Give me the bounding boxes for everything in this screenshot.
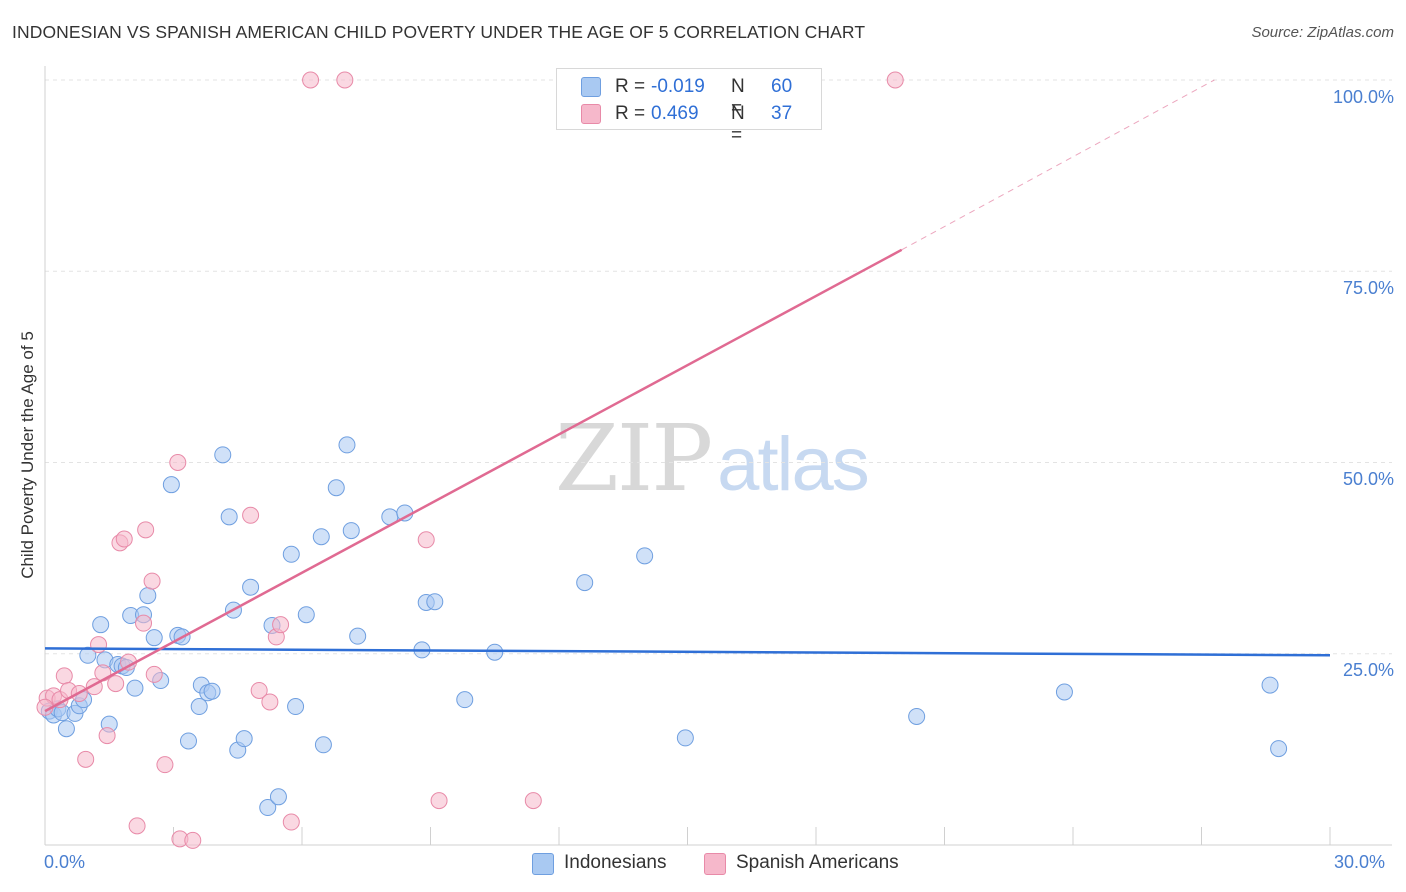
data-point [145, 665, 163, 683]
data-point [57, 720, 75, 738]
data-point [190, 698, 208, 716]
data-point [908, 707, 926, 725]
data-point [269, 788, 287, 806]
legend-n-value: 37 [771, 103, 793, 124]
data-point [179, 732, 197, 750]
data-point [886, 71, 904, 89]
legend-r-value: -0.019 [651, 76, 705, 97]
legend-r-label: R = [615, 103, 651, 124]
source-label: Source: ZipAtlas.com [1251, 24, 1394, 41]
data-point [77, 750, 95, 768]
data-point [1261, 676, 1279, 694]
data-point [456, 691, 474, 709]
data-point [342, 522, 360, 540]
data-point [214, 446, 232, 464]
data-point [169, 454, 187, 471]
y-tick-label: 50.0% [1342, 469, 1394, 489]
data-point [287, 698, 305, 716]
data-point [55, 667, 73, 685]
y-tick-label: 100.0% [1332, 87, 1394, 107]
data-point [92, 616, 110, 634]
y-tick-label: 75.0% [1342, 278, 1394, 298]
data-point [430, 792, 448, 810]
data-point [676, 729, 694, 747]
data-point [242, 578, 260, 596]
data-point [1270, 740, 1288, 758]
bottom-legend-swatch-blue [532, 853, 554, 875]
data-point [139, 587, 157, 605]
legend-n-label: N = [731, 103, 745, 146]
legend-r-value: 0.469 [651, 103, 699, 124]
zipatlas-watermark: ZIPatlas [555, 405, 870, 512]
data-point [327, 479, 345, 497]
correlation-legend: R = -0.019 N = 60 R = 0.469 N = 37 [556, 68, 822, 146]
data-point [90, 636, 108, 654]
data-points [36, 71, 1288, 849]
bottom-legend-swatch-pink [704, 853, 726, 875]
chart-title: INDONESIAN VS SPANISH AMERICAN CHILD POV… [12, 22, 866, 42]
data-point [162, 476, 180, 494]
trend-lines [44, 79, 1331, 713]
data-point [137, 521, 155, 539]
trend-line-extension [901, 79, 1215, 251]
y-axis-label: Child Poverty Under the Age of 5 [18, 331, 37, 579]
axes [44, 66, 1392, 846]
data-point [524, 792, 542, 810]
legend-swatch-pink [581, 104, 601, 124]
legend-r-label: R = [615, 76, 651, 97]
data-point [302, 71, 320, 89]
grid-lines [45, 79, 1392, 655]
data-point [336, 71, 354, 89]
data-point [338, 436, 356, 454]
bottom-legend-label: Spanish Americans [736, 852, 899, 873]
x-tick-label-min: 0.0% [44, 852, 86, 872]
trend-line [44, 647, 1331, 657]
data-point [312, 528, 330, 546]
data-point [282, 545, 300, 563]
data-point [98, 727, 116, 745]
x-tick-label-max: 30.0% [1334, 852, 1386, 872]
data-point [1055, 683, 1073, 701]
watermark-atlas: atlas [717, 422, 870, 507]
data-point [282, 813, 300, 831]
data-point [203, 682, 221, 700]
bottom-legend-label: Indonesians [564, 852, 667, 873]
data-point [314, 736, 332, 754]
data-point [135, 614, 153, 632]
data-point [94, 664, 112, 682]
data-point [349, 627, 367, 645]
data-point [235, 730, 253, 748]
data-point [156, 756, 174, 774]
data-point [145, 629, 163, 647]
y-tick-label: 25.0% [1342, 660, 1394, 680]
data-point [486, 643, 504, 661]
data-point [184, 831, 202, 849]
data-point [220, 508, 238, 526]
data-point [79, 646, 97, 664]
data-point [297, 606, 315, 624]
legend-swatch-blue [581, 77, 601, 97]
data-point [259, 799, 277, 817]
data-point [576, 574, 594, 592]
legend-n-label: N = [731, 76, 745, 119]
data-point [126, 679, 144, 697]
data-point [115, 530, 133, 548]
data-point [128, 817, 146, 835]
trend-line [44, 248, 903, 713]
data-point [143, 572, 161, 590]
legend-n-value: 60 [771, 76, 793, 97]
data-point [242, 506, 260, 524]
data-point [426, 593, 444, 611]
data-point [250, 681, 268, 699]
data-point [636, 547, 654, 565]
data-point [261, 693, 279, 711]
data-point [417, 531, 435, 549]
data-point [107, 675, 125, 693]
data-point [272, 616, 290, 634]
